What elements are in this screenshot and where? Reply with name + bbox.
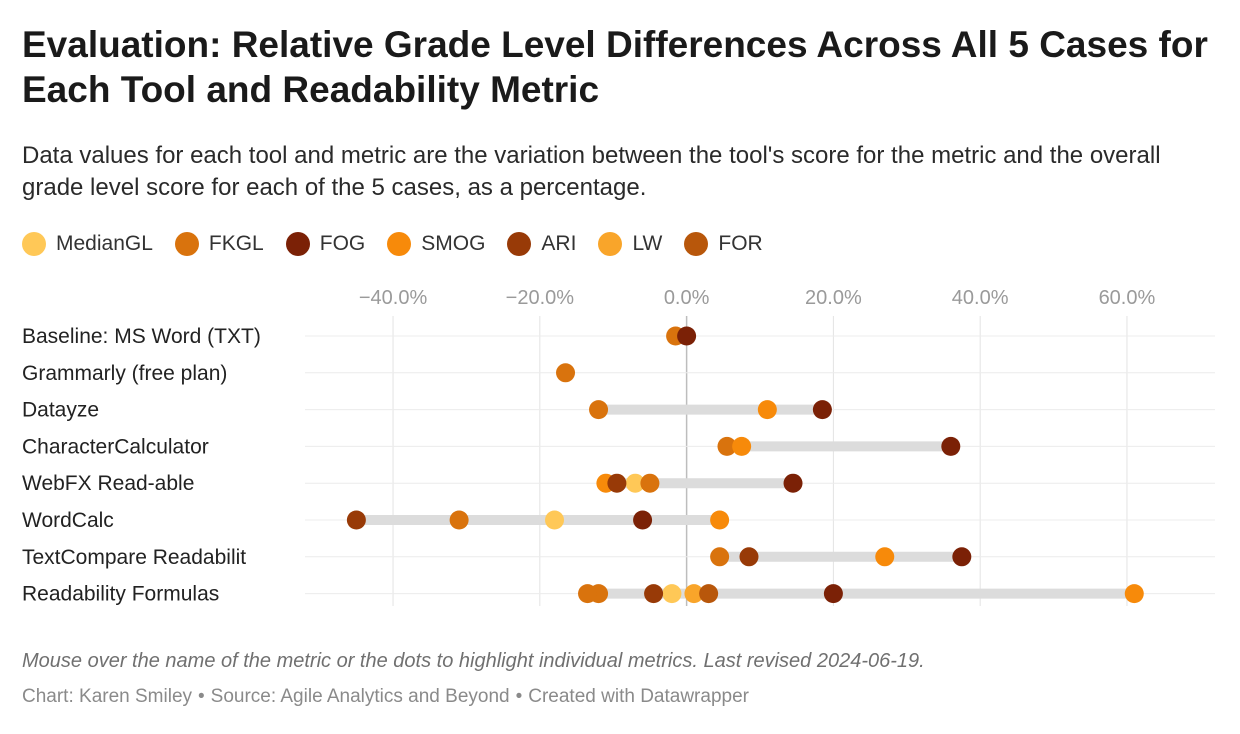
credit-tool: Created with Datawrapper <box>528 686 749 707</box>
legend-item-smog[interactable]: SMOG <box>387 232 485 256</box>
credit-author: Chart: Karen Smiley <box>22 686 193 707</box>
data-point-fog <box>783 473 803 493</box>
data-point-fkgl <box>717 436 737 456</box>
data-point-fkgl <box>556 363 576 383</box>
legend-swatch <box>285 232 310 256</box>
data-point-ari <box>346 510 366 530</box>
legend-item-fkgl[interactable]: FKGL <box>174 232 264 256</box>
data-point-ari <box>739 547 759 567</box>
category-label: WebFX Read-able <box>22 472 194 495</box>
legend-label: FOG <box>319 232 366 255</box>
data-point-fog <box>823 584 843 604</box>
legend-swatch <box>598 232 623 256</box>
legend-label: LW <box>632 232 663 255</box>
x-tick-label: −40.0% <box>359 287 428 309</box>
data-point-fog <box>941 436 961 456</box>
category-label: TextCompare Readabilit <box>22 546 246 569</box>
legend-item-mediangl[interactable]: MedianGL <box>22 232 153 256</box>
data-point-smog <box>1124 584 1144 604</box>
data-point-smog <box>875 547 895 567</box>
legend-swatch <box>387 232 412 256</box>
legend-label: FOR <box>718 232 763 255</box>
data-point-mediangl <box>662 584 682 604</box>
legend-swatch <box>174 232 199 256</box>
data-point-fkgl <box>578 584 598 604</box>
legend-label: SMOG <box>421 232 486 255</box>
x-tick-label: 0.0% <box>664 287 710 309</box>
legend-swatch <box>22 232 46 256</box>
chart-title: Evaluation: Relative Grade Level Differe… <box>22 24 1208 110</box>
legend-swatch <box>507 232 532 256</box>
category-label: Baseline: MS Word (TXT) <box>22 325 261 348</box>
data-point-lw <box>684 584 704 604</box>
chart-credits: Chart: Karen Smiley • Source: Agile Analyt… <box>22 686 749 708</box>
legend-label: MedianGL <box>56 232 153 255</box>
data-point-fog <box>677 326 697 346</box>
category-label: Readability Formulas <box>22 583 219 606</box>
category-label: WordCalc <box>22 509 114 532</box>
x-tick-label: 20.0% <box>805 287 862 309</box>
data-point-fkgl <box>589 400 609 420</box>
data-point-ari <box>644 584 664 604</box>
legend-swatch <box>684 232 709 256</box>
data-point-fkgl <box>640 473 660 493</box>
credit-separator: • <box>198 686 205 707</box>
legend-label: FKGL <box>208 232 264 255</box>
data-point-ari <box>607 473 627 493</box>
chart-subtitle: Data values for each tool and metric are… <box>22 142 1161 201</box>
credit-source: Source: Agile Analytics and Beyond <box>210 686 510 707</box>
data-point-fkgl <box>449 510 469 530</box>
category-label: CharacterCalculator <box>22 435 209 458</box>
credit-separator: • <box>515 686 523 707</box>
data-point-smog <box>732 436 752 456</box>
data-point-mediangl <box>625 473 645 493</box>
x-tick-label: −20.0% <box>506 287 575 309</box>
category-label: Datayze <box>22 399 99 422</box>
data-point-fkgl <box>710 547 730 567</box>
data-point-fog <box>952 547 972 567</box>
legend-label: ARI <box>541 232 577 255</box>
legend-item-lw[interactable]: LW <box>598 232 662 256</box>
chart-footnote: Mouse over the name of the metric or the… <box>22 650 925 672</box>
data-point-fog <box>812 400 832 420</box>
legend-item-fog[interactable]: FOG <box>285 232 366 256</box>
chart-legend: MedianGL FKGL FOG SMOG ARI LW FOR <box>22 229 785 259</box>
data-point-for <box>699 584 719 604</box>
data-point-smog <box>757 400 777 420</box>
legend-item-ari[interactable]: ARI <box>507 232 576 256</box>
x-tick-label: 60.0% <box>1099 287 1156 309</box>
category-label: Grammarly (free plan) <box>22 362 227 385</box>
data-point-fog <box>633 510 653 530</box>
data-point-mediangl <box>545 510 565 530</box>
dot-plot-chart: −40.0% −20.0% 0.0% 20.0% 40.0% 60.0% Baseline:… <box>22 287 1215 606</box>
legend-item-for[interactable]: FOR <box>684 232 763 256</box>
x-tick-label: 40.0% <box>952 287 1009 309</box>
data-point-smog <box>710 510 730 530</box>
